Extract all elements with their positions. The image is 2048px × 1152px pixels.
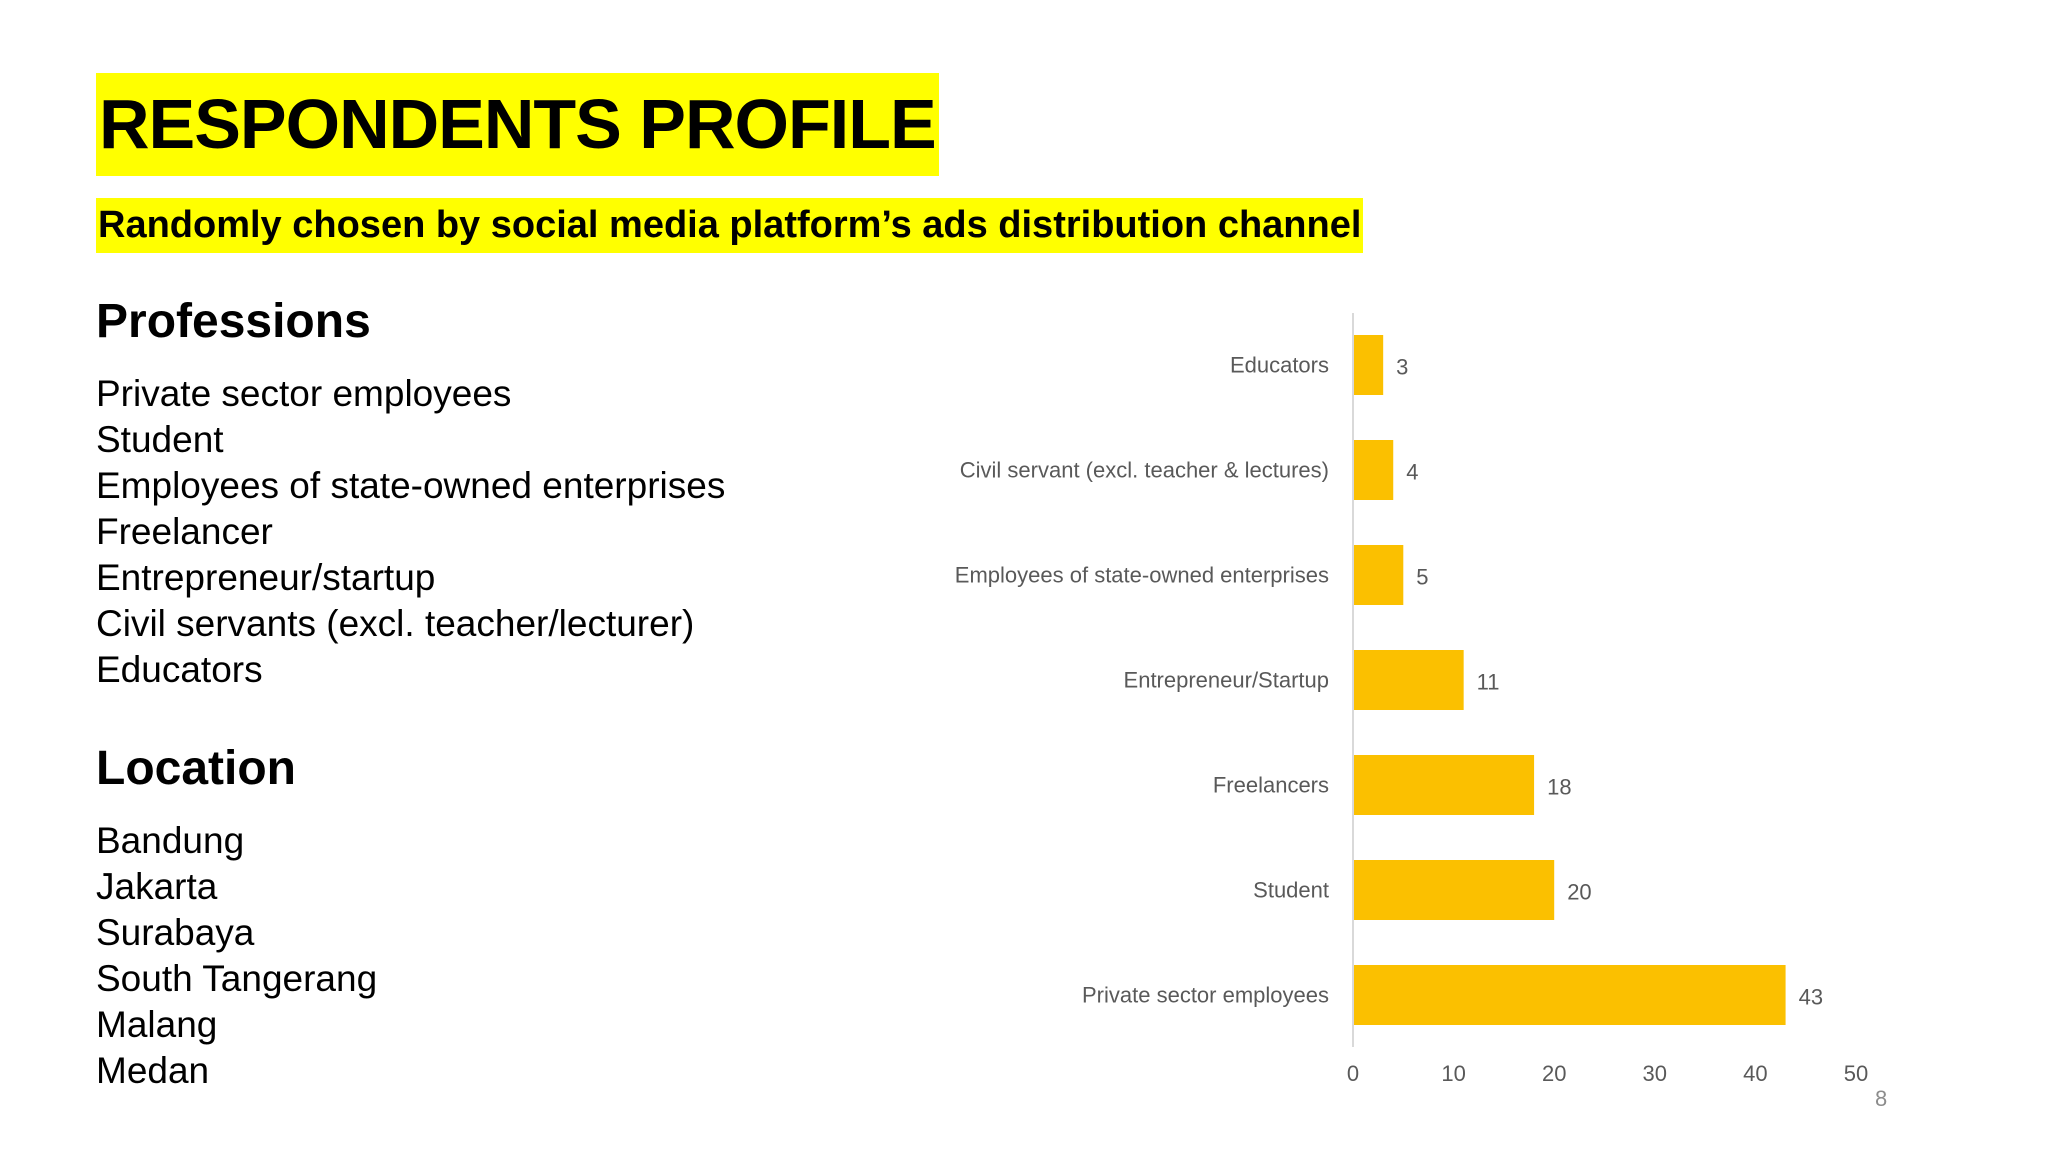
x-tick-label: 50 <box>1844 1061 1868 1086</box>
list-item: Entrepreneur/startup <box>96 557 436 598</box>
category-label: Employees of state-owned enterprises <box>955 563 1329 588</box>
category-label: Educators <box>1230 353 1329 378</box>
professions-heading: Professions <box>96 295 371 348</box>
list-item: Bandung <box>96 820 245 861</box>
bar <box>1354 545 1404 605</box>
category-label: Private sector employees <box>1082 983 1329 1008</box>
category-label: Entrepreneur/Startup <box>1124 668 1329 693</box>
list-item: Surabaya <box>96 912 255 953</box>
list-item: Employees of state-owned enterprises <box>96 465 726 506</box>
bar <box>1354 440 1394 500</box>
location-list: Bandung Jakarta Surabaya South Tangerang… <box>96 818 377 1094</box>
bar <box>1354 965 1786 1025</box>
list-item: Civil servants (excl. teacher/lecturer) <box>96 603 695 644</box>
data-label: 18 <box>1547 775 1571 800</box>
list-item: Educators <box>96 649 263 690</box>
list-item: Malang <box>96 1004 218 1045</box>
bar <box>1354 755 1535 815</box>
x-tick-label: 30 <box>1643 1061 1667 1086</box>
data-label: 5 <box>1416 565 1428 590</box>
category-label: Freelancers <box>1213 773 1329 798</box>
x-tick-label: 40 <box>1743 1061 1767 1086</box>
category-label: Civil servant (excl. teacher & lectures) <box>960 458 1329 483</box>
x-tick-label: 10 <box>1441 1061 1465 1086</box>
slide-title: RESPONDENTS PROFILE <box>96 73 939 176</box>
location-heading: Location <box>96 742 296 795</box>
x-tick-label: 20 <box>1542 1061 1566 1086</box>
bar <box>1354 860 1555 920</box>
data-label: 3 <box>1396 355 1408 380</box>
bar <box>1354 335 1384 395</box>
category-label: Student <box>1253 878 1329 903</box>
data-label: 11 <box>1477 670 1500 695</box>
bar <box>1354 650 1464 710</box>
data-label: 43 <box>1799 985 1823 1010</box>
data-label: 20 <box>1567 880 1591 905</box>
list-item: Freelancer <box>96 511 273 552</box>
professions-list: Private sector employees Student Employe… <box>96 371 725 693</box>
slide-subtitle: Randomly chosen by social media platform… <box>96 198 1364 253</box>
list-item: Jakarta <box>96 866 218 907</box>
list-item: South Tangerang <box>96 958 378 999</box>
data-label: 4 <box>1406 460 1418 485</box>
list-item: Student <box>96 419 224 460</box>
list-item: Private sector employees <box>96 373 512 414</box>
page-number: 8 <box>1875 1086 1888 1111</box>
x-tick-label: 0 <box>1347 1061 1359 1086</box>
list-item: Medan <box>96 1050 210 1091</box>
